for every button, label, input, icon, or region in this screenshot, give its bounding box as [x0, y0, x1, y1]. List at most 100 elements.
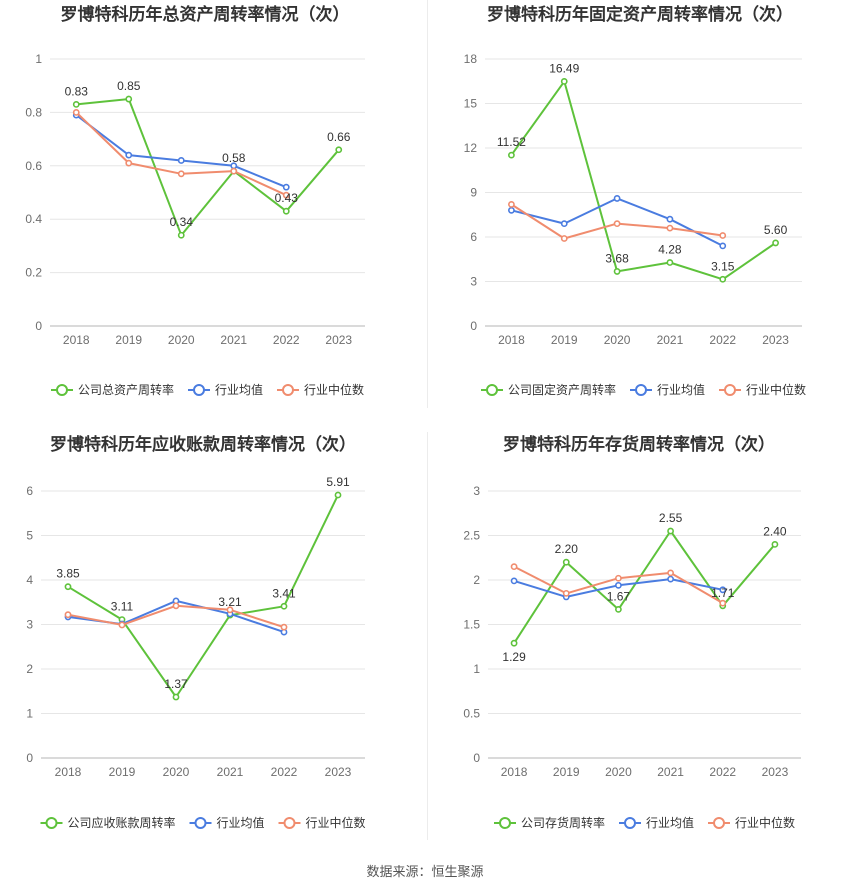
industry-median-series-line — [75, 111, 287, 197]
industry-mean-data-point — [282, 183, 290, 191]
y-tick-label: 3 — [470, 275, 477, 289]
plot-area: 0 0.5 1 1.5 2 2.5 3 2018 2019 2020 2021 2022 2023 1.2… — [463, 484, 801, 779]
x-tick-label: 2019 — [109, 765, 136, 779]
y-tick-label: 0.6 — [25, 159, 42, 173]
legend-item-industry-median[interactable]: 行业中位数 — [278, 815, 366, 830]
legend: 公司总资产周转率 行业均值 行业中位数 — [51, 382, 364, 397]
legend-item-industry-mean[interactable]: 行业均值 — [630, 382, 705, 397]
company-data-label: 3.41 — [272, 586, 296, 600]
industry-median-data-point — [280, 623, 288, 631]
legend-label: 行业均值 — [217, 815, 265, 830]
plot-area: 0 0.2 0.4 0.6 0.8 1 2018 2019 2020 2021 2022 2023 0.… — [25, 52, 365, 347]
y-tick-label: 0 — [35, 319, 42, 333]
company-data-point — [177, 231, 185, 239]
x-tick-label: 2019 — [115, 333, 142, 347]
legend-item-industry-mean[interactable]: 行业均值 — [188, 382, 263, 397]
legend-item-industry-median[interactable]: 行业中位数 — [719, 382, 806, 397]
company-data-point — [667, 527, 674, 535]
company-data-point — [771, 541, 779, 548]
company-data-label: 11.52 — [497, 135, 526, 149]
legend-item-company[interactable]: 公司总资产周转率 — [51, 382, 174, 397]
legend-label: 行业中位数 — [306, 815, 366, 830]
x-tick-label: 2021 — [217, 765, 244, 779]
y-tick-label: 9 — [470, 186, 477, 200]
legend-item-company[interactable]: 公司存货周转率 — [494, 815, 605, 830]
industry-median-data-point — [667, 569, 674, 577]
company-data-point — [772, 239, 779, 247]
company-data-label: 2.55 — [659, 511, 683, 525]
y-tick-label: 1 — [35, 52, 42, 66]
plot-area: 0 1 2 3 4 5 6 2018 2019 2020 2021 2022 2023 3.85 3.11 1… — [26, 475, 365, 779]
company-data-label: 0.66 — [327, 130, 351, 144]
y-tick-label: 5 — [26, 529, 33, 543]
chart-title: 罗博特科历年存货周转率情况（次） — [503, 434, 775, 454]
legend-label: 行业中位数 — [304, 382, 364, 397]
legend-item-company[interactable]: 公司固定资产周转率 — [481, 382, 616, 397]
company-data-point — [613, 268, 621, 275]
y-tick-label: 1 — [26, 707, 33, 721]
company-data-point — [560, 77, 568, 85]
legend-label: 行业中位数 — [735, 815, 795, 830]
y-tick-label: 2.5 — [463, 529, 480, 543]
company-data-label: 1.67 — [607, 589, 631, 603]
company-data-label: 3.11 — [111, 600, 134, 614]
company-data-label: 0.43 — [275, 191, 299, 205]
legend-item-industry-mean[interactable]: 行业均值 — [619, 815, 694, 830]
company-data-label: 3.85 — [56, 567, 80, 581]
legend-marker-circle-icon — [499, 817, 511, 829]
x-tick-label: 2021 — [220, 333, 247, 347]
total-asset-turnover-chart: 罗博特科历年总资产周转率情况（次） 0 0.2 0.4 0.6 0.8 1 2018 2019… — [25, 4, 365, 397]
industry-median-data-point — [613, 220, 621, 228]
x-tick-label: 2018 — [63, 333, 90, 347]
legend-item-industry-mean[interactable]: 行业均值 — [189, 815, 265, 830]
legend-label: 公司存货周转率 — [521, 815, 605, 830]
x-tick-label: 2022 — [709, 765, 736, 779]
legend-item-industry-median[interactable]: 行业中位数 — [277, 382, 364, 397]
industry-mean-data-point — [560, 220, 568, 228]
x-tick-label: 2021 — [657, 333, 684, 347]
industry-median-data-point — [230, 167, 238, 175]
legend-label: 行业均值 — [657, 382, 705, 397]
x-tick-label: 2019 — [553, 765, 580, 779]
x-tick-label: 2022 — [271, 765, 298, 779]
company-data-point — [282, 207, 290, 215]
legend-label: 行业中位数 — [746, 382, 806, 397]
company-data-label: 16.49 — [549, 61, 579, 75]
company-series-line — [76, 98, 340, 237]
y-tick-label: 0 — [470, 319, 477, 333]
company-data-point — [72, 100, 80, 108]
y-tick-label: 18 — [464, 52, 478, 66]
company-data-label: 5.60 — [764, 223, 788, 237]
industry-median-data-point — [282, 191, 290, 199]
company-data-label: 3.68 — [605, 251, 629, 265]
company-data-label: 0.85 — [117, 79, 141, 93]
legend: 公司固定资产周转率 行业均值 行业中位数 — [481, 382, 806, 397]
legend-marker-circle-icon — [283, 817, 296, 829]
x-tick-label: 2020 — [163, 765, 190, 779]
y-tick-label: 0.4 — [25, 212, 42, 226]
company-data-point — [666, 259, 674, 266]
industry-mean-data-point — [666, 215, 674, 223]
industry-median-data-point — [508, 200, 515, 208]
y-tick-label: 0.2 — [25, 266, 42, 280]
y-tick-label: 0.8 — [25, 105, 42, 119]
company-series-line — [67, 494, 339, 698]
company-data-label: 2.20 — [555, 542, 579, 556]
legend-label: 行业均值 — [646, 815, 694, 830]
industry-median-data-point — [72, 109, 80, 116]
y-tick-label: 6 — [470, 230, 477, 244]
company-data-label: 0.34 — [170, 215, 194, 229]
y-tick-label: 2 — [26, 662, 33, 676]
company-data-point — [510, 639, 518, 647]
legend-item-company[interactable]: 公司应收账款周转率 — [40, 815, 176, 830]
legend-label: 公司固定资产周转率 — [508, 382, 616, 397]
company-data-point — [280, 602, 288, 610]
company-data-point — [719, 275, 727, 283]
y-tick-label: 6 — [26, 484, 33, 498]
industry-median-data-point — [125, 159, 133, 167]
x-tick-label: 2022 — [273, 333, 300, 347]
legend-item-industry-median[interactable]: 行业中位数 — [708, 815, 795, 830]
chart-title: 罗博特科历年总资产周转率情况（次） — [61, 4, 350, 24]
x-tick-label: 2021 — [657, 765, 684, 779]
